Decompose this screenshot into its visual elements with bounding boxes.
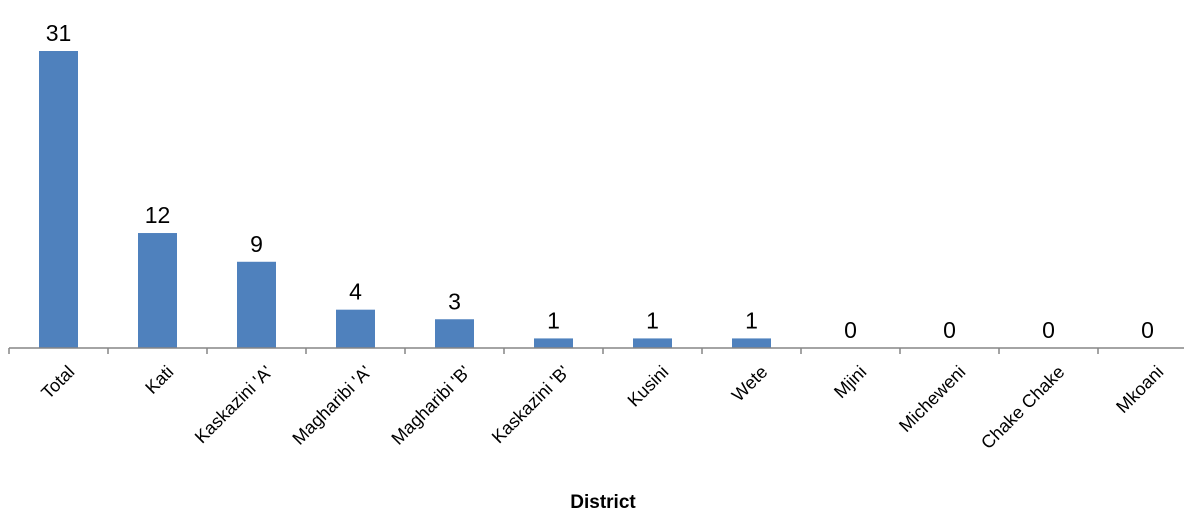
data-label: 3 xyxy=(448,288,461,314)
x-tick-label: Magharibi 'A' xyxy=(288,362,375,449)
bar xyxy=(435,319,474,348)
bar xyxy=(39,51,78,348)
data-label: 0 xyxy=(844,317,857,343)
x-tick-label: Total xyxy=(37,362,78,403)
x-tick-labels-group: Total Kati Kaskazini 'A' Magharibi 'A' Magha… xyxy=(37,362,1167,453)
x-tick-label: Magharibi 'B' xyxy=(387,362,474,449)
x-tick-label: Micheweni xyxy=(895,362,969,436)
bar xyxy=(633,338,672,348)
bar xyxy=(336,309,375,348)
data-label: 1 xyxy=(547,307,560,333)
bar xyxy=(732,338,771,348)
data-label: 31 xyxy=(46,20,72,46)
data-label: 1 xyxy=(745,307,758,333)
x-tick-label: Mjini xyxy=(830,362,870,402)
data-label: 4 xyxy=(349,279,362,305)
x-tick-label: Kaskazini 'A' xyxy=(191,362,277,448)
x-tick-label: Kusini xyxy=(624,362,673,411)
bar xyxy=(534,338,573,348)
data-label: 0 xyxy=(943,317,956,343)
x-tick-label: Mkoani xyxy=(1112,362,1167,417)
data-label: 0 xyxy=(1042,317,1055,343)
x-axis-title: District xyxy=(570,492,636,513)
data-label: 12 xyxy=(145,202,171,228)
data-label: 9 xyxy=(250,231,263,257)
bar xyxy=(237,261,276,348)
data-label: 0 xyxy=(1141,317,1154,343)
x-axis-ticks-group xyxy=(8,348,1099,354)
bar xyxy=(138,233,177,348)
x-tick-label: Wete xyxy=(728,362,772,406)
x-tick-label: Kati xyxy=(141,362,177,398)
x-tick-label: Chake Chake xyxy=(977,362,1068,453)
bars-group xyxy=(39,51,771,348)
x-tick-label: Kaskazini 'B' xyxy=(488,362,574,448)
data-label: 1 xyxy=(646,307,659,333)
